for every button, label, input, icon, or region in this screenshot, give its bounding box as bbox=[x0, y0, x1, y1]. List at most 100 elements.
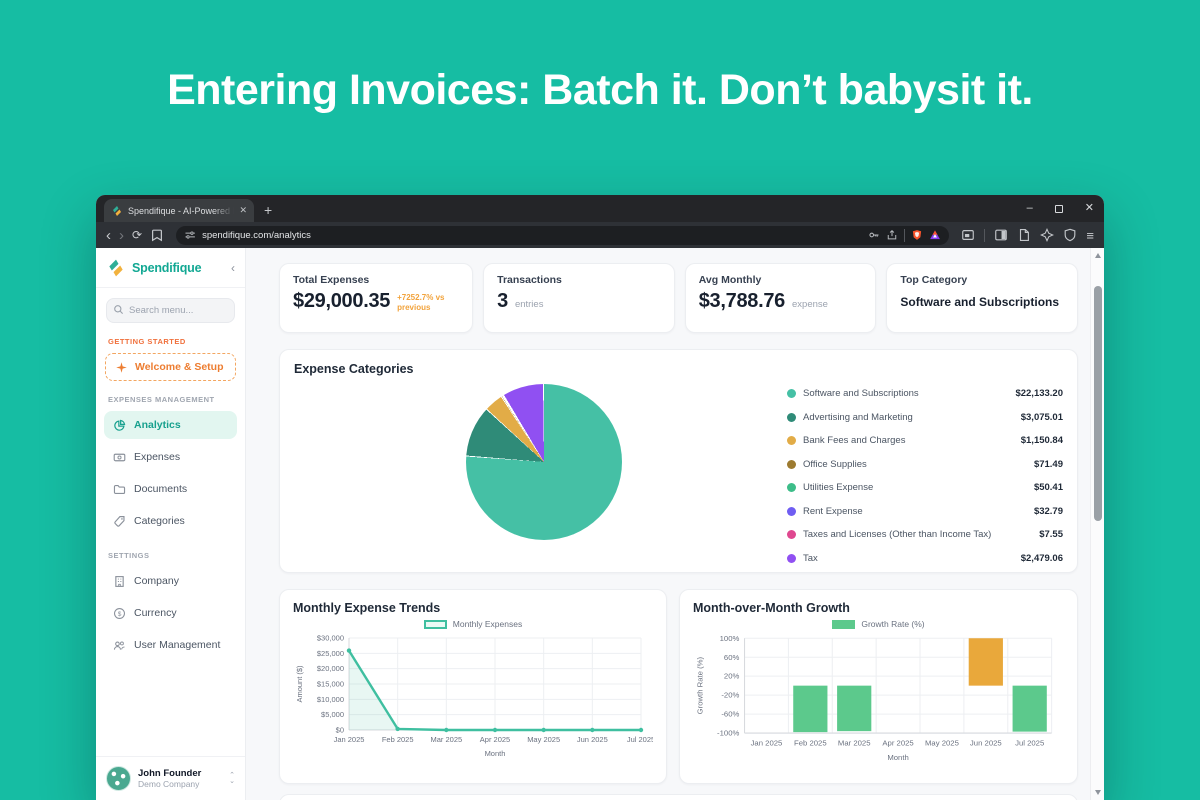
search-input[interactable] bbox=[106, 298, 235, 323]
sidebar-item-label: Categories bbox=[134, 515, 185, 527]
svg-text:May 2025: May 2025 bbox=[925, 738, 959, 747]
sidebar-item-company[interactable]: Company bbox=[104, 567, 237, 595]
legend-swatch bbox=[832, 619, 856, 629]
stat-label: Avg Monthly bbox=[698, 274, 762, 286]
tab-close-icon[interactable]: ✕ bbox=[239, 205, 247, 215]
site-settings-icon[interactable] bbox=[184, 229, 196, 241]
window-maximize-button[interactable] bbox=[1054, 204, 1063, 213]
wallet-shield-icon[interactable] bbox=[1063, 228, 1077, 242]
page-title: Entering Invoices: Batch it. Don’t babys… bbox=[167, 66, 1033, 114]
stat-value: $29,000.35 bbox=[293, 290, 391, 312]
stat-value: Software and Subscriptions bbox=[900, 295, 1060, 309]
reading-list-icon[interactable] bbox=[1017, 228, 1031, 242]
svg-text:$0: $0 bbox=[336, 726, 344, 735]
reload-icon[interactable]: ⟳ bbox=[132, 228, 143, 242]
month-over-month-growth-chart[interactable]: -100% -60% -20% 20% 60% 100% Jan 2025 Feb 2025 M… bbox=[693, 630, 1064, 780]
legend-row[interactable]: Bank Fees and Charges $1,150.84 bbox=[787, 429, 1063, 453]
menu-icon[interactable]: ≡ bbox=[1086, 227, 1094, 243]
favicon-spendifique bbox=[111, 205, 123, 217]
svg-text:100%: 100% bbox=[720, 634, 740, 643]
brave-rewards-icon[interactable] bbox=[929, 229, 941, 241]
sidebar-collapse-icon[interactable]: ‹ bbox=[231, 260, 235, 275]
tab-title: Spendifique - AI-Powered Busin bbox=[128, 205, 234, 216]
legend-row[interactable]: Rent Expense $32.79 bbox=[787, 500, 1063, 524]
sidebar-item-label: User Management bbox=[134, 639, 221, 651]
svg-text:$25,000: $25,000 bbox=[317, 649, 344, 658]
spendifique-logo-icon bbox=[106, 258, 126, 278]
address-bar[interactable]: spendifique.com/analytics bbox=[176, 225, 950, 245]
svg-text:Apr 2025: Apr 2025 bbox=[480, 735, 510, 744]
legend-value: $7.55 bbox=[1039, 529, 1063, 541]
legend-row[interactable]: Tax $2,479.06 bbox=[787, 547, 1063, 571]
sidebar-item-currency[interactable]: $ Currency bbox=[104, 599, 237, 627]
sidebar-item-label: Expenses bbox=[134, 451, 181, 463]
window-close-button[interactable]: ✕ bbox=[1084, 202, 1094, 214]
sidebar-item-user-management[interactable]: User Management bbox=[104, 631, 237, 659]
legend-row[interactable]: Office Supplies $71.49 bbox=[787, 453, 1063, 477]
svg-text:Month: Month bbox=[887, 753, 908, 762]
line-chart-legend[interactable]: Monthly Expenses bbox=[293, 618, 653, 630]
sidebar-item-analytics[interactable]: Analytics bbox=[104, 411, 237, 439]
welcome-setup-button[interactable]: Welcome & Setup bbox=[105, 353, 236, 381]
brave-shield-icon[interactable] bbox=[911, 229, 923, 241]
legend-row[interactable]: Utilities Expense $50.41 bbox=[787, 476, 1063, 500]
sidebar-item-documents[interactable]: Documents bbox=[104, 475, 237, 503]
legend-row[interactable]: Software and Subscriptions $22,133.20 bbox=[787, 382, 1063, 406]
legend-dot bbox=[787, 506, 796, 516]
spendifique-app: Spendifique ‹ GETTING STARTED Welcome & … bbox=[96, 248, 1104, 800]
card-title: Expense Categories bbox=[294, 362, 414, 376]
bar-chart-legend[interactable]: Growth Rate (%) bbox=[693, 618, 1064, 630]
scroll-down-icon[interactable] bbox=[1095, 790, 1101, 795]
browser-window: Spendifique - AI-Powered Busin ✕ + – ✕ ‹… bbox=[96, 195, 1104, 800]
folder-icon bbox=[113, 483, 126, 496]
legend-dot bbox=[787, 530, 796, 540]
pie-chart-icon bbox=[113, 419, 126, 432]
monthly-expense-trends-chart[interactable]: $0 $5,000 $10,000 $15,000 $20,000 $25,000 $30,… bbox=[293, 630, 653, 776]
svg-text:-100%: -100% bbox=[717, 729, 739, 738]
legend-label: Utilities Expense bbox=[803, 482, 874, 494]
legend-swatch bbox=[423, 619, 447, 629]
new-tab-button[interactable]: + bbox=[264, 202, 273, 218]
svg-text:Month: Month bbox=[485, 749, 506, 758]
password-key-icon[interactable] bbox=[868, 229, 880, 241]
share-icon[interactable] bbox=[886, 229, 898, 241]
expense-categories-pie[interactable] bbox=[466, 384, 622, 540]
stat-card-avg-monthly: Avg Monthly $3,788.76 expense bbox=[684, 263, 877, 333]
card-title: Month-over-Month Growth bbox=[693, 601, 850, 615]
legend-dot bbox=[787, 483, 796, 493]
back-icon[interactable]: ‹ bbox=[106, 226, 111, 244]
scrollbar-thumb[interactable] bbox=[1094, 286, 1102, 521]
svg-text:$20,000: $20,000 bbox=[317, 664, 344, 673]
stat-delta: +7252.7% vs previous bbox=[397, 293, 445, 312]
legend-value: $50.41 bbox=[1033, 482, 1063, 494]
stat-card-total-expenses: Total Expenses $29,000.35 +7252.7% vs pr… bbox=[279, 263, 474, 333]
sidebar-item-categories[interactable]: Categories bbox=[104, 507, 237, 535]
sidebar-item-expenses[interactable]: Expenses bbox=[104, 443, 237, 471]
divider bbox=[984, 228, 986, 242]
bookmark-icon[interactable] bbox=[150, 228, 164, 242]
expense-categories-card: Expense Categories Software and Subscrip… bbox=[279, 349, 1078, 573]
svg-text:Apr 2025: Apr 2025 bbox=[882, 738, 913, 747]
page-scrollbar[interactable] bbox=[1090, 248, 1104, 800]
section-expenses-management: EXPENSES MANAGEMENT bbox=[108, 395, 215, 404]
legend-value: $71.49 bbox=[1033, 458, 1063, 470]
legend-row[interactable]: Taxes and Licenses (Other than Income Ta… bbox=[787, 523, 1063, 547]
analytics-page: Total Expenses $29,000.35 +7252.7% vs pr… bbox=[246, 248, 1090, 800]
sparkles-icon bbox=[115, 361, 128, 374]
legend-label: Software and Subscriptions bbox=[803, 388, 919, 400]
scroll-up-icon[interactable] bbox=[1095, 253, 1101, 258]
leo-ai-icon[interactable] bbox=[1040, 228, 1055, 242]
section-getting-started: GETTING STARTED bbox=[108, 337, 186, 346]
svg-text:Feb 2025: Feb 2025 bbox=[382, 735, 414, 744]
screenshot-icon[interactable] bbox=[961, 228, 975, 242]
window-minimize-button[interactable]: – bbox=[1026, 202, 1033, 214]
legend-value: $1,150.84 bbox=[1020, 435, 1063, 447]
legend-row[interactable]: Advertising and Marketing $3,075.01 bbox=[787, 406, 1063, 430]
logo-row: Spendifique ‹ bbox=[96, 248, 245, 288]
sidebar-toggle-icon[interactable] bbox=[994, 228, 1008, 242]
url-text[interactable]: spendifique.com/analytics bbox=[202, 229, 311, 241]
dollar-circle-icon: $ bbox=[113, 607, 126, 620]
browser-tab[interactable]: Spendifique - AI-Powered Busin ✕ bbox=[104, 199, 254, 222]
user-menu[interactable]: John Founder Demo Company ⌃ ⌄ bbox=[96, 756, 245, 800]
forward-icon[interactable]: › bbox=[119, 226, 124, 244]
